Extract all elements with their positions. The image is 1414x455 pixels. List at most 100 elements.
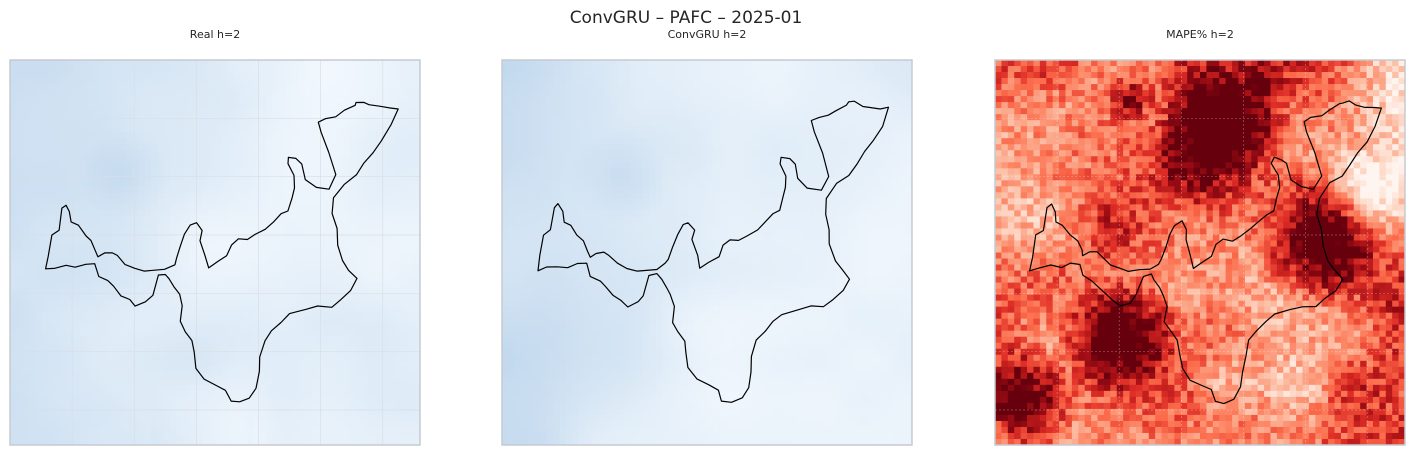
heatmap-cell [93, 330, 101, 338]
heatmap-cell [266, 414, 274, 422]
heatmap-cell [681, 96, 689, 103]
heatmap-cell [48, 84, 56, 91]
heatmap-cell [247, 102, 254, 109]
heatmap-cell [131, 426, 139, 434]
heatmap-cell [189, 120, 197, 127]
heatmap-cell [42, 240, 49, 247]
heatmap-cell [835, 102, 842, 109]
heatmap-cell [144, 132, 152, 139]
heatmap-cell [221, 150, 229, 157]
heatmap-cell [138, 438, 145, 446]
heatmap-cell [131, 102, 139, 109]
heatmap-cell [138, 174, 145, 181]
heatmap-cell [375, 84, 382, 91]
heatmap-cell [74, 294, 81, 302]
heatmap-cell [253, 150, 261, 157]
heatmap-cell [176, 60, 184, 67]
heatmap-cell [208, 318, 216, 326]
heatmap-cell [93, 294, 101, 302]
heatmap-cell [662, 114, 669, 121]
heatmap-cell [48, 432, 56, 440]
heatmap-cell [407, 90, 414, 97]
heatmap-cell [150, 432, 158, 440]
heatmap-cell [847, 102, 855, 109]
heatmap-cell [99, 90, 107, 97]
heatmap-cell [285, 96, 293, 103]
heatmap-cell [67, 384, 75, 392]
heatmap-cell [578, 126, 586, 133]
heatmap-cell [873, 102, 881, 109]
heatmap-cell [598, 126, 605, 133]
heatmap-cell [112, 228, 120, 235]
heatmap-cell [234, 366, 242, 374]
heatmap-cell [215, 246, 222, 253]
heatmap-cell [553, 120, 561, 127]
heatmap-cell [413, 288, 421, 296]
heatmap-cell [157, 252, 165, 259]
heatmap-cell [253, 198, 261, 205]
heatmap-cell [253, 288, 261, 296]
heatmap-cell [138, 60, 145, 67]
heatmap-cell [67, 84, 75, 91]
heatmap-cell [29, 306, 37, 314]
heatmap-cell [35, 306, 43, 314]
heatmap-cell [221, 372, 229, 380]
heatmap-cell [349, 90, 357, 97]
heatmap-cell [266, 312, 274, 320]
heatmap-cell [355, 258, 363, 265]
heatmap-cell [61, 396, 69, 404]
heatmap-cell [240, 258, 248, 265]
heatmap-cell [777, 60, 785, 67]
heatmap-cell [585, 138, 593, 145]
heatmap-cell [362, 102, 370, 109]
heatmap-cell [336, 420, 344, 428]
heatmap-cell [74, 168, 81, 175]
heatmap-cell [394, 132, 402, 139]
heatmap-cell [10, 288, 17, 296]
heatmap-cell [349, 66, 357, 73]
heatmap-cell [157, 90, 165, 97]
heatmap-cell [707, 84, 714, 91]
heatmap-cell [234, 240, 242, 247]
heatmap-cell [54, 282, 62, 289]
heatmap-cell [157, 60, 165, 67]
heatmap-cell [330, 438, 338, 446]
heatmap-cell [106, 324, 113, 332]
heatmap-cell [189, 324, 197, 332]
heatmap-cell [74, 120, 81, 127]
heatmap-cell [375, 396, 382, 404]
heatmap-cell [144, 180, 152, 187]
heatmap-cell [879, 102, 887, 109]
heatmap-cell [80, 414, 88, 422]
heatmap-cell [266, 342, 274, 350]
heatmap-cell [413, 420, 421, 428]
heatmap-cell [182, 114, 190, 121]
heatmap-cell [150, 312, 158, 320]
heatmap-cell [304, 204, 312, 211]
heatmap-cell [61, 432, 69, 440]
heatmap-cell [662, 108, 669, 115]
heatmap-cell [202, 270, 209, 277]
heatmap-cell [35, 90, 43, 97]
heatmap-cell [266, 186, 274, 193]
heatmap-cell [29, 420, 37, 428]
heatmap-cell [259, 114, 267, 121]
heatmap-cell [764, 120, 772, 127]
heatmap-cell [521, 90, 529, 97]
heatmap-cell [253, 156, 261, 163]
heatmap-cell [407, 294, 414, 302]
heatmap-cell [195, 318, 203, 326]
heatmap-cell [61, 96, 69, 103]
heatmap-cell [118, 222, 126, 229]
heatmap-cell [291, 78, 299, 85]
heatmap-cell [208, 78, 216, 85]
heatmap-cell [227, 72, 235, 79]
heatmap-cell [349, 198, 357, 205]
heatmap-cell [892, 102, 900, 109]
heatmap-cell [623, 90, 631, 97]
heatmap-cell [336, 216, 344, 223]
heatmap-cell [138, 78, 145, 85]
heatmap-cell [221, 390, 229, 398]
heatmap-cell [298, 192, 306, 199]
heatmap-cell [67, 330, 75, 338]
